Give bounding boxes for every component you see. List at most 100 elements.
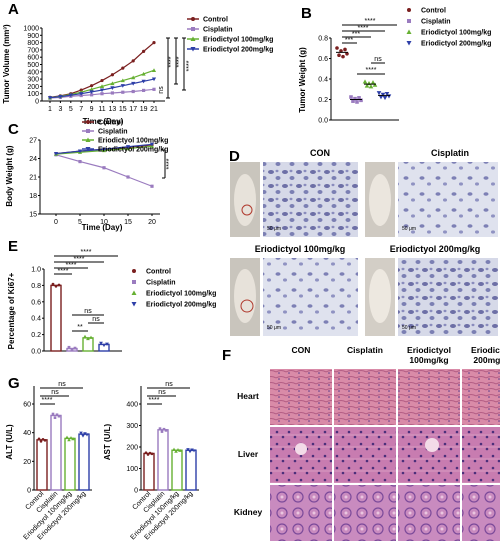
panel-e: E 0.0 0.2 0.4 0.6 0.8 1.0 Percentage of Ki67+… <box>7 238 216 356</box>
bar <box>36 439 48 491</box>
data-point <box>151 68 157 72</box>
scale-bar: 50 μm <box>402 325 416 331</box>
x-tick-label: 13 <box>109 106 117 113</box>
data-point <box>89 87 94 91</box>
x-tick-label: 5 <box>78 219 82 226</box>
y-tick-label: 400 <box>27 69 39 76</box>
data-point <box>190 448 194 452</box>
data-point <box>58 95 63 99</box>
data-point <box>142 88 146 93</box>
data-point <box>142 49 146 53</box>
legend-label: Eriodictyol 100mg/kg <box>421 30 491 37</box>
data-point <box>83 432 87 436</box>
data-point <box>152 41 156 45</box>
data-point <box>364 83 370 88</box>
panel-f: F <box>222 345 500 550</box>
column-title-line: CON <box>291 345 311 355</box>
sig-label: **** <box>74 256 85 263</box>
data-point <box>110 81 115 86</box>
column-title-line: Eriodictyol <box>407 345 451 355</box>
panel-g-alt-significance: ns ns **** <box>40 381 83 405</box>
panel-e-y-ticks: 0.0 0.2 0.4 0.6 0.8 1.0 <box>31 267 44 356</box>
legend-label: Control <box>146 269 171 276</box>
data-point <box>144 451 148 455</box>
data-point <box>73 346 77 350</box>
y-tick-label: 24 <box>29 156 37 163</box>
data-point <box>188 450 192 454</box>
data-point <box>362 79 368 84</box>
x-tick-label: 3 <box>58 106 62 113</box>
data-point <box>100 78 104 83</box>
y-tick-label: 0.2 <box>31 332 41 339</box>
panel-c-significance: **** <box>162 149 173 179</box>
data-point <box>102 343 106 348</box>
data-point <box>131 59 135 63</box>
data-point <box>110 86 115 90</box>
data-point <box>192 449 196 453</box>
data-point <box>79 431 83 435</box>
data-point <box>357 96 361 100</box>
legend-label: Eriodictyol 100mg/kg <box>203 37 273 44</box>
data-point <box>99 84 105 88</box>
y-tick-label: 300 <box>27 77 39 84</box>
panel-d-title: Eriodictyol 100mg/kg <box>254 244 346 254</box>
data-point <box>174 449 178 453</box>
legend-marker <box>191 17 195 21</box>
data-point <box>141 79 146 84</box>
sig-label: **** <box>166 158 173 169</box>
x-tick-label: 7 <box>79 106 83 113</box>
sig-label: **** <box>176 56 183 67</box>
panel-d-title: Eriodictyol 200mg/kg <box>389 244 481 254</box>
he-image-heart <box>398 369 460 425</box>
data-point <box>39 440 43 443</box>
panel-d-title: Cisplatin <box>430 148 469 158</box>
panel-c-ylabel: Body Weight (g) <box>5 145 14 207</box>
data-point <box>131 75 136 80</box>
sig-label: **** <box>186 60 193 71</box>
bar <box>157 429 169 491</box>
legend-marker <box>190 47 196 52</box>
x-tick-label: 21 <box>150 106 158 113</box>
data-point <box>150 184 154 188</box>
column-title: CON <box>270 345 332 355</box>
panel-e-label: E <box>8 238 18 255</box>
data-point <box>79 88 83 92</box>
legend-label: Control <box>98 120 123 127</box>
data-point <box>51 282 55 286</box>
data-point <box>162 427 166 431</box>
data-point <box>110 73 114 77</box>
y-tick-label: 0.0 <box>31 349 41 356</box>
y-tick-label: 0.0 <box>318 118 328 125</box>
data-point <box>125 145 131 149</box>
data-point <box>178 448 182 452</box>
legend-label: Cisplatin <box>203 27 233 34</box>
panel-g-alt-bars <box>36 412 90 491</box>
legend-marker <box>407 19 411 23</box>
data-point <box>43 439 47 442</box>
legend-marker <box>131 290 137 295</box>
data-point <box>152 87 156 91</box>
column-title-line: Eriodictyol <box>471 345 500 355</box>
legend-marker <box>131 302 137 307</box>
sig-label: *** <box>345 37 353 44</box>
y-tick-label: 100 <box>27 91 39 98</box>
tumor-marker-icon <box>240 299 254 313</box>
y-tick-label: 0.4 <box>31 316 41 323</box>
data-point <box>83 334 87 339</box>
data-point <box>345 51 349 56</box>
data-point <box>100 92 104 96</box>
data-point <box>335 46 339 50</box>
panel-a-series <box>47 41 157 100</box>
data-point <box>339 49 343 53</box>
data-point <box>120 78 125 83</box>
sig-ns: ns <box>158 86 165 94</box>
y-tick-label: 0.4 <box>318 77 328 84</box>
row-title: Liver <box>237 449 259 459</box>
column-title-line: Cisplatin <box>347 345 383 355</box>
panel-e-significance: **** **** **** **** ns ns ** <box>54 249 118 332</box>
he-image-kidney <box>270 485 332 541</box>
bar <box>50 414 62 491</box>
